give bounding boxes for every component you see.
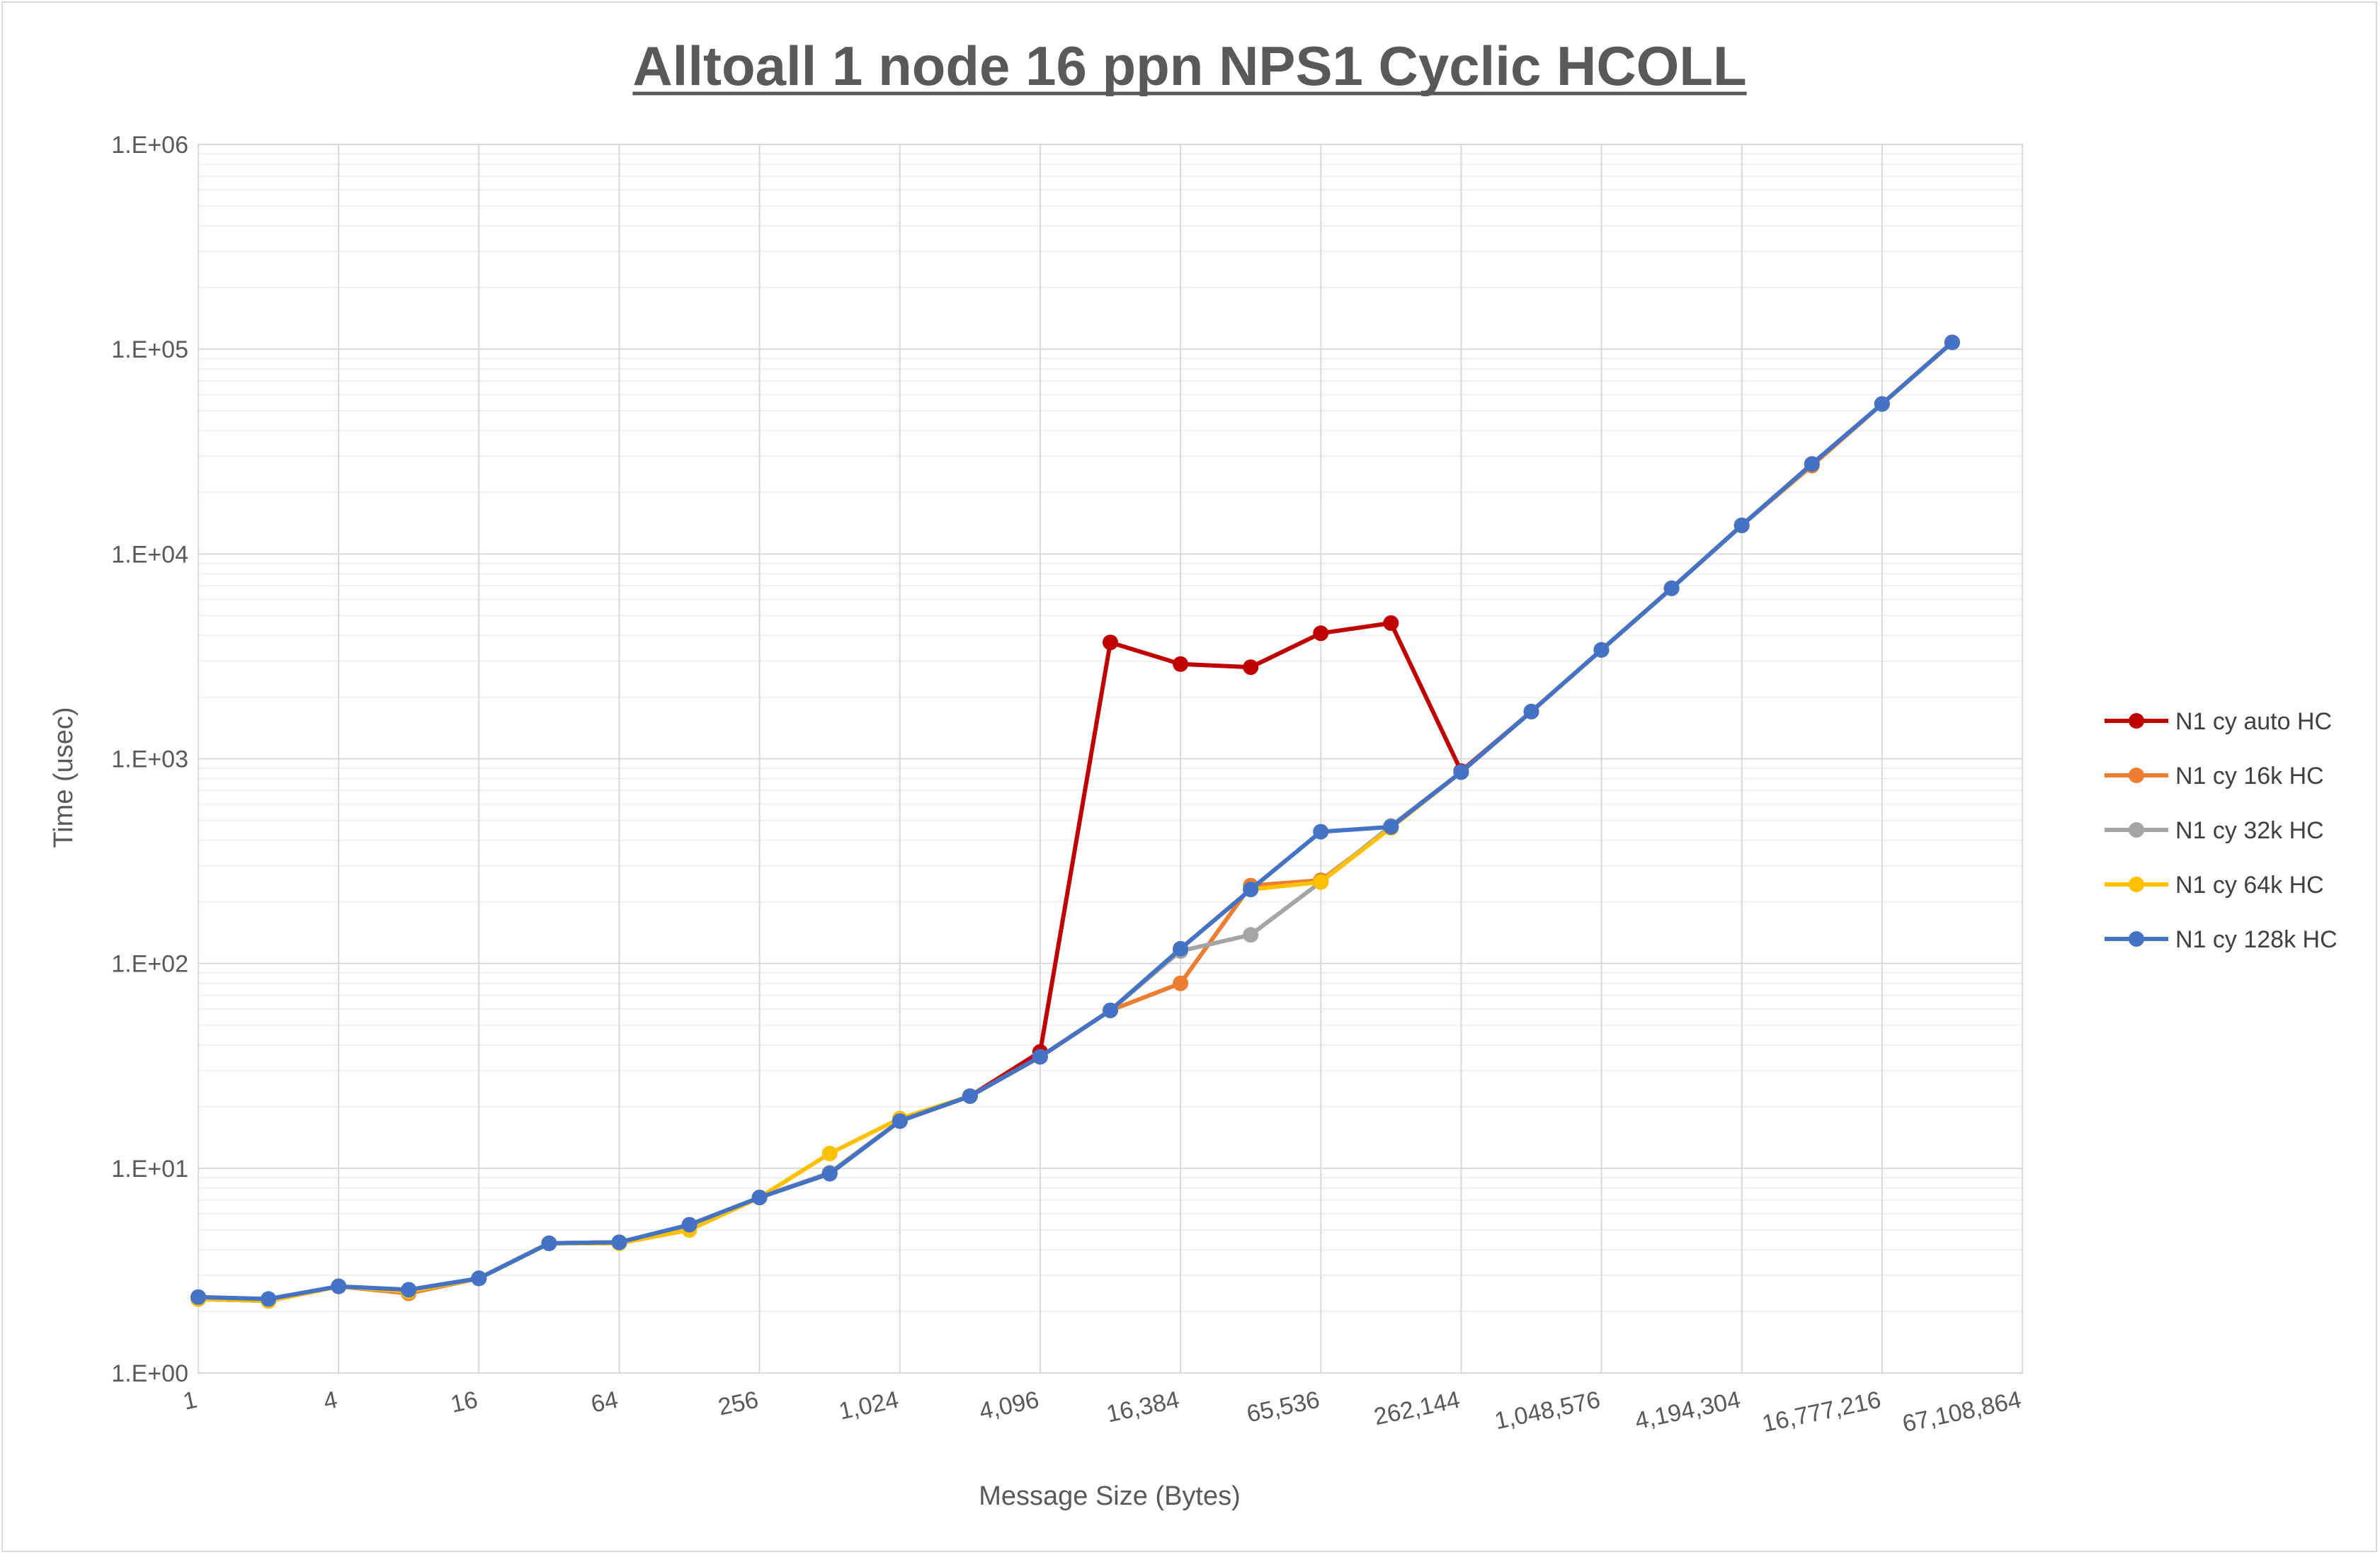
y-tick-label: 1.E+03 <box>111 746 188 773</box>
data-point <box>1663 580 1680 596</box>
x-tick-label: 262,144 <box>1372 1386 1462 1431</box>
x-tick-label: 4,194,304 <box>1632 1386 1743 1435</box>
y-tick-label: 1.E+04 <box>111 541 188 568</box>
data-point <box>1313 824 1329 840</box>
data-point <box>1103 634 1118 651</box>
legend-label: N1 cy 128k HC <box>2175 926 2338 953</box>
x-tick-label: 64 <box>588 1386 620 1418</box>
data-point <box>1103 1002 1118 1018</box>
data-point <box>962 1088 978 1104</box>
legend-label: N1 cy 32k HC <box>2175 817 2324 844</box>
legend-item: N1 cy 32k HC <box>2105 817 2324 844</box>
series-layer <box>190 334 1960 1309</box>
data-point <box>1593 642 1610 658</box>
x-axis-ticks: 1 4 16 64 256 1,024 4,096 16,384 65,536 262,144 1,… <box>181 1386 2023 1438</box>
x-tick-label: 4 <box>321 1386 339 1416</box>
x-axis-label: Message Size (Bytes) <box>979 1481 1241 1511</box>
legend-item: N1 cy 64k HC <box>2105 872 2324 899</box>
data-point <box>331 1278 347 1294</box>
data-point <box>1804 456 1820 472</box>
series-4 <box>190 334 1960 1307</box>
series-line <box>198 341 1954 1304</box>
series-3 <box>190 334 1960 1309</box>
x-tick-label: 1,024 <box>836 1386 901 1425</box>
data-point <box>821 1146 838 1161</box>
legend-swatch-marker <box>2129 713 2144 729</box>
data-point <box>1383 615 1399 631</box>
x-tick-label: 1,048,576 <box>1492 1386 1602 1435</box>
chart-title: Alltoall 1 node 16 ppn NPS1 Cyclic HCOLL <box>632 35 1746 97</box>
data-point <box>1173 975 1189 991</box>
x-tick-label: 16 <box>448 1386 480 1418</box>
data-point <box>1733 517 1750 533</box>
data-point <box>1313 874 1329 890</box>
series-0 <box>190 334 1960 1309</box>
data-point <box>611 1234 627 1251</box>
y-tick-label: 1.E+01 <box>111 1156 188 1183</box>
data-point <box>1173 940 1189 957</box>
x-tick-label: 4,096 <box>977 1386 1041 1425</box>
data-point <box>471 1270 487 1287</box>
legend-item: N1 cy 16k HC <box>2105 763 2324 790</box>
data-point <box>1874 396 1890 412</box>
x-tick-label: 1 <box>181 1386 199 1416</box>
legend-swatch-marker <box>2129 931 2144 947</box>
legend-swatch-marker <box>2129 768 2144 783</box>
legend-label: N1 cy 16k HC <box>2175 763 2324 790</box>
legend: N1 cy auto HC N1 cy 16k HC N1 cy 32k HC N1 … <box>2105 708 2338 953</box>
x-tick-label: 16,384 <box>1104 1386 1182 1428</box>
data-point <box>1243 659 1259 676</box>
legend-swatch-marker <box>2129 822 2144 838</box>
data-point <box>1453 764 1469 780</box>
data-point <box>1173 656 1189 672</box>
data-point <box>1313 625 1329 642</box>
legend-item: N1 cy auto HC <box>2105 708 2332 735</box>
series-2 <box>190 334 1960 1309</box>
y-tick-label: 1.E+00 <box>111 1360 188 1387</box>
x-tick-label: 67,108,864 <box>1900 1386 2023 1438</box>
data-point <box>190 1289 206 1305</box>
x-tick-label: 256 <box>716 1386 761 1421</box>
data-point <box>681 1217 698 1233</box>
data-point <box>541 1235 557 1251</box>
legend-swatch-marker <box>2129 877 2144 892</box>
x-tick-label: 16,777,216 <box>1760 1386 1883 1438</box>
grid <box>198 144 2023 1374</box>
series-line <box>198 341 1954 1304</box>
series-line <box>198 341 1954 1304</box>
data-point <box>1523 703 1539 719</box>
data-point <box>1032 1049 1048 1065</box>
y-axis-ticks: 1.E+00 1.E+01 1.E+02 1.E+03 1.E+04 1.E+05 1.E+… <box>111 132 188 1387</box>
data-point <box>821 1166 838 1182</box>
y-tick-label: 1.E+05 <box>111 336 188 363</box>
legend-label: N1 cy auto HC <box>2175 708 2332 735</box>
data-point <box>1243 927 1259 943</box>
data-point <box>751 1190 768 1206</box>
data-point <box>892 1113 908 1129</box>
data-point <box>261 1291 277 1307</box>
y-tick-label: 1.E+02 <box>111 951 188 978</box>
series-line <box>198 341 1954 1301</box>
y-tick-label: 1.E+06 <box>111 132 188 159</box>
data-point <box>1383 819 1399 835</box>
data-point <box>1944 334 1960 351</box>
data-point <box>401 1282 417 1298</box>
series-line <box>198 341 1954 1304</box>
x-tick-label: 65,536 <box>1244 1386 1322 1428</box>
data-point <box>1243 882 1259 898</box>
series-1 <box>190 334 1960 1309</box>
y-axis-label: Time (usec) <box>49 707 79 848</box>
legend-label: N1 cy 64k HC <box>2175 872 2324 899</box>
legend-item: N1 cy 128k HC <box>2105 926 2338 953</box>
